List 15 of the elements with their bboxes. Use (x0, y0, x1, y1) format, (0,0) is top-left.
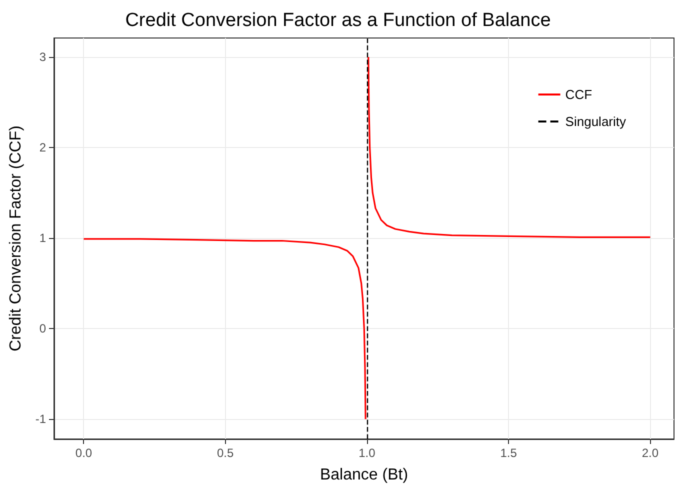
y-axis-title: Credit Conversion Factor (CCF) (8, 126, 24, 352)
chart-title: Credit Conversion Factor as a Function of Balance (125, 10, 551, 31)
x-tick-label: 0.5 (217, 446, 234, 460)
legend-label: CCF (565, 87, 592, 102)
x-tick-label: 1.5 (500, 446, 518, 460)
y-tick-label: 0 (39, 322, 46, 336)
x-tick-label: 0.0 (75, 446, 92, 460)
y-tick-label: 2 (39, 140, 46, 155)
ref-line-label: Singularity (565, 114, 626, 129)
y-tick-label: 3 (39, 50, 46, 64)
y-tick-label: -1 (35, 412, 46, 426)
x-tick-label: 2.0 (642, 446, 659, 460)
y-tick-label: 1 (39, 231, 46, 246)
x-axis-title: Balance (Bt) (320, 466, 408, 484)
x-tick-label: 1.0 (358, 446, 376, 460)
